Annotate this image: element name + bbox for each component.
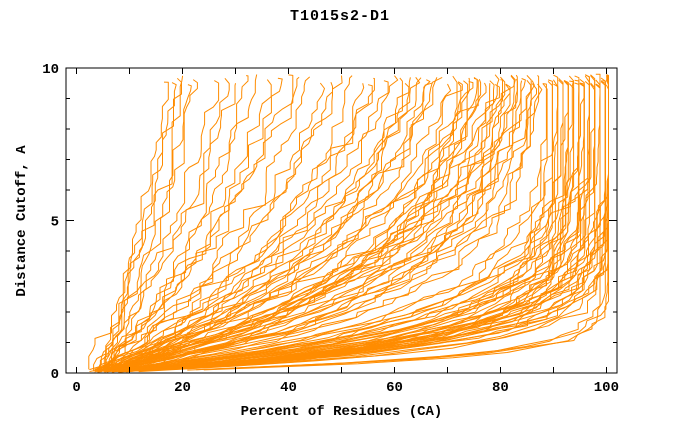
model-curve (107, 84, 373, 371)
model-curve (126, 82, 585, 371)
x-tick-label: 80 (492, 380, 509, 396)
model-curve (120, 78, 518, 372)
model-curve (94, 76, 443, 373)
model-curve (187, 84, 601, 371)
model-curve (99, 76, 479, 372)
model-curve (99, 76, 300, 371)
model-curve (109, 77, 283, 370)
model-curve (96, 77, 478, 370)
model-curve (112, 74, 518, 372)
x-tick-label: 100 (594, 380, 619, 396)
x-tick-label: 60 (386, 380, 403, 396)
model-curve (108, 80, 535, 372)
chart-title: T1015s2-D1 (289, 8, 390, 25)
model-curve (101, 82, 487, 372)
model-curve (94, 79, 198, 372)
model-curve (153, 76, 609, 371)
model-curve (88, 75, 184, 370)
model-curves (88, 73, 609, 373)
x-tick-label: 20 (174, 380, 191, 396)
model-curve (103, 74, 500, 372)
model-curve (110, 83, 365, 371)
model-curve (103, 74, 258, 371)
y-tick-label: 0 (51, 367, 59, 383)
x-tick-label: 40 (280, 380, 297, 396)
model-curve (133, 74, 590, 370)
axis-ticks (66, 67, 617, 374)
model-curve (102, 77, 375, 372)
model-curve (134, 81, 590, 370)
y-axis-title: Distance Cutoff, A (14, 145, 30, 297)
model-curve (115, 79, 532, 372)
model-curve (109, 75, 353, 372)
model-curve (100, 84, 192, 372)
model-curve (105, 75, 532, 372)
model-curve (101, 82, 177, 372)
model-curve (100, 80, 220, 373)
model-curve (94, 80, 389, 371)
model-curve (107, 82, 432, 370)
model-curve (126, 83, 601, 372)
model-curve (98, 84, 500, 370)
model-curve (121, 75, 540, 370)
model-curve (105, 77, 421, 372)
model-curve (102, 80, 469, 372)
model-curve (107, 82, 333, 370)
model-curve (96, 77, 182, 372)
model-curve (106, 83, 511, 372)
model-curve (138, 74, 596, 372)
model-curve (103, 79, 272, 370)
model-curve (97, 77, 230, 373)
model-curve (103, 79, 482, 371)
y-tick-label: 10 (42, 62, 59, 78)
model-curve (89, 75, 343, 371)
model-curve (93, 83, 236, 372)
model-curve (109, 83, 547, 372)
x-axis-title: Percent of Residues (CA) (240, 404, 443, 420)
y-tick-label: 5 (51, 215, 59, 231)
model-curve (122, 83, 537, 371)
model-curve (98, 77, 422, 371)
model-curve (113, 82, 596, 372)
model-curve (117, 75, 580, 370)
model-curve (94, 83, 410, 370)
model-curve (89, 83, 543, 372)
x-tick-label: 0 (72, 380, 80, 396)
model-curve (98, 74, 516, 372)
model-curve (132, 75, 574, 372)
tick-labels: 0 20 40 60 80 100 0 5 10 (42, 62, 619, 396)
